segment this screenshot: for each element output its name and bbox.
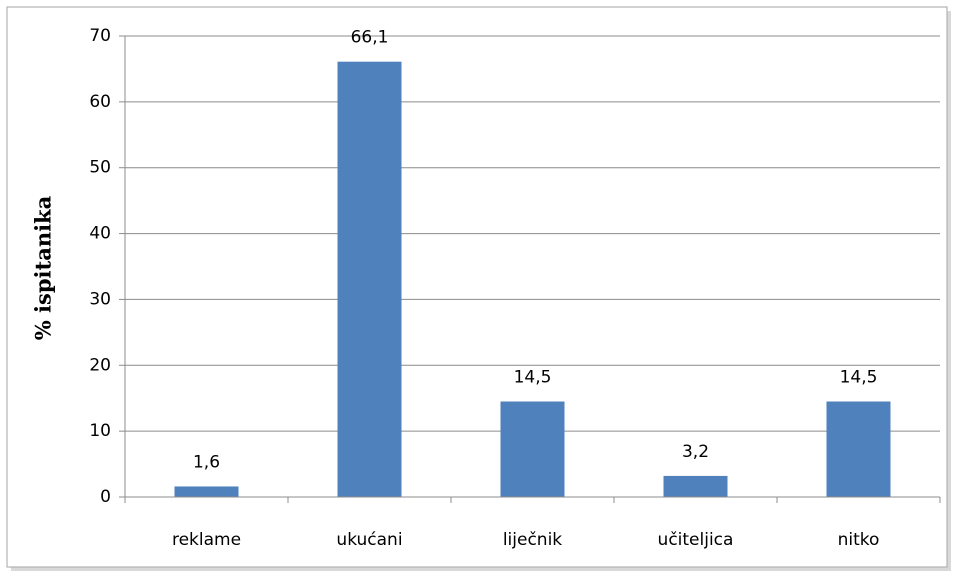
x-tick-label: liječnik: [503, 530, 562, 550]
y-tick-label: 70: [89, 26, 111, 46]
y-tick-label: 20: [89, 355, 111, 375]
bar: [663, 475, 728, 497]
bar: [500, 401, 565, 497]
x-tick-label: ukućani: [336, 530, 402, 550]
frame: [6, 6, 948, 568]
x-tick-label: učiteljica: [658, 530, 734, 550]
bar: [826, 401, 891, 497]
bar: [337, 61, 402, 497]
data-label: 1,6: [193, 452, 220, 472]
y-tick-label: 30: [89, 289, 111, 309]
y-tick-label: 60: [89, 92, 111, 112]
y-axis-label: % ispitanika: [31, 195, 56, 340]
y-tick-label: 0: [100, 487, 111, 507]
y-tick-label: 10: [89, 421, 111, 441]
data-label: 3,2: [682, 442, 709, 462]
x-tick-label: nitko: [838, 530, 880, 550]
data-label: 66,1: [351, 28, 389, 48]
data-label: 14,5: [840, 368, 878, 388]
x-tick-label: reklame: [172, 530, 241, 550]
data-label: 14,5: [514, 368, 552, 388]
y-tick-label: 50: [89, 158, 111, 178]
bar: [174, 486, 239, 497]
y-tick-label: 40: [89, 224, 111, 244]
